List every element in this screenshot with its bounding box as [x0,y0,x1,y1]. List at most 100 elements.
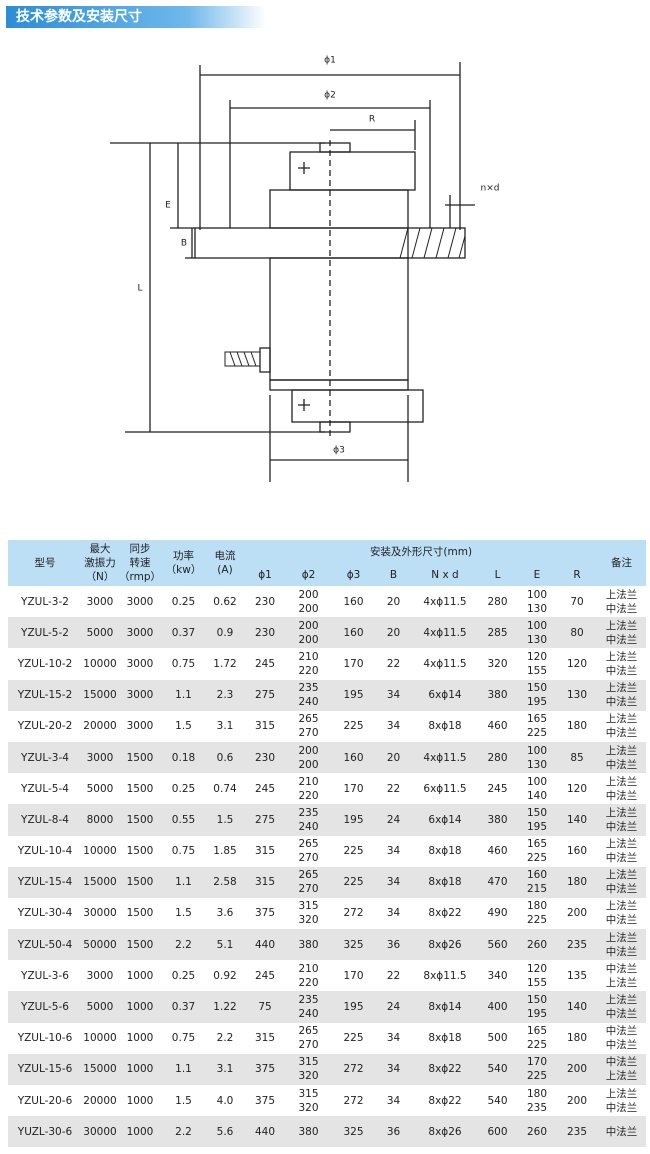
table-cell: 0.6 [205,741,245,774]
table-cell: 225 [343,845,364,858]
table-cell: 140 [557,804,598,836]
cell-line: 170 [526,1056,548,1069]
table-cell: 上法兰 中法兰 [597,711,646,742]
table-cell: 380 [478,804,517,836]
table-cell: 8xϕ22 [412,1053,478,1085]
table-cell: 5000 [82,991,118,1023]
cell-line: 中法兰 [605,758,638,771]
table-cell: 上法兰 中法兰 [597,898,646,929]
cell-line: 200 [298,602,319,615]
cell-line: 160 [526,869,548,882]
column-header: ϕ2 [285,563,332,586]
table-cell: 325 [332,1116,375,1148]
table-cell: 5.1 [205,929,245,961]
table-cell: 245 [254,657,276,670]
table-cell: 272 [332,1053,375,1085]
dim-label: R [369,115,375,125]
table-cell: YZUL-3-2 [21,595,69,608]
cell-line: 电流 [214,550,236,562]
table-cell: 200 200 [285,617,332,649]
table-cell: 285 [478,617,517,649]
table-cell: 150 195 [517,679,557,711]
table-cell: 340 [487,969,508,982]
table-cell: 1.5 [205,804,245,836]
table-cell: 325 [332,929,375,961]
table-row: YZUL-5-6 5000 1000 0.37 1.22 75 235 240 195 24 8xϕ… [8,991,647,1023]
table-cell: 上法兰 中法兰 [597,679,647,711]
cell-line: 240 [298,1008,319,1021]
table-cell: YZUL-3-6 [21,969,69,982]
table-cell: 24 [375,991,412,1023]
table-cell: 380 [478,679,517,711]
table-cell: 120 [566,782,588,795]
table-cell: 20 [386,595,401,608]
table-row: YZUL-50-4 50000 1500 2.2 5.1 440 380 325 36 8xϕ26… [8,929,647,961]
table-cell: 3.1 [216,720,234,733]
table-cell: 2.3 [205,679,245,711]
table-cell: 4xϕ11.5 [423,657,467,670]
table-cell: 0.62 [213,595,237,608]
table-cell: 275 [245,804,285,836]
table-cell: 120 155 [517,648,557,679]
table-cell: 上法兰 中法兰 [597,836,646,867]
cell-line: 200 [298,619,319,632]
table-cell: 200 [557,1053,598,1085]
table-cell: 3000 [82,741,118,774]
table-cell: 20000 [83,1094,117,1107]
table-cell: 0.75 [171,845,196,858]
cell-line: 100 [526,775,548,788]
cell-line: 上法兰 [605,1087,638,1100]
table-cell: 5000 [86,782,114,795]
table-cell: 1500 [126,907,154,920]
cell-line: 中法兰 [605,727,638,740]
column-header: N x d [412,563,478,586]
table-cell: YZUL-15-2 [8,679,82,711]
dim-label: E [165,201,171,211]
table-cell: 225 [332,866,375,898]
table-cell: 200 [566,907,588,920]
cell-line: 200 [298,744,319,757]
table-cell: 460 [487,720,508,733]
cell-line: 100 [526,619,548,632]
table-row: YZUL-5-2 5000 3000 0.37 0.9 230 200 200 160 20 4xϕ… [8,617,647,649]
cell-line: 220 [298,789,319,802]
cell-line: 中法兰 [605,1025,638,1038]
table-cell: 3.1 [205,1053,245,1085]
table-cell: 上法兰 中法兰 [597,804,647,836]
table-row: YZUL-20-6 20000 1000 1.5 4.0 375 315 320 272 34 8x… [8,1085,646,1116]
table-cell: 180 [566,720,588,733]
table-cell: 4xϕ11.5 [412,617,478,649]
cell-line: 140 [526,789,548,802]
table-cell: 1.5 [175,1094,192,1107]
table-cell: 0.37 [162,617,205,649]
cell-line: 180 [526,900,548,913]
table-cell: 440 [245,1116,285,1148]
table-cell: 170 [343,969,364,982]
table-cell: YZUL-15-4 [8,866,82,898]
table-cell: YZUL-20-6 [17,1094,73,1107]
table-cell: 315 [245,866,285,898]
column-header: 电流 (A) [205,540,245,586]
cell-line: 165 [526,713,548,726]
table-cell: 230 [254,595,276,608]
table-cell: 1.1 [162,866,205,898]
table-cell: 1000 [126,1032,154,1045]
group-header: 安装及外形尺寸(mm) [245,540,598,563]
table-cell: 440 [245,929,285,961]
table-cell: 245 [254,782,276,795]
table-cell: 3000 [86,595,114,608]
table-cell: 8xϕ26 [412,929,478,961]
table-row: YZUL-10-4 10000 1500 0.75 1.85 315 265 270 225 34… [8,836,646,867]
table-cell: 1500 [118,866,162,898]
table-cell: 20 [375,741,412,774]
cell-line: 225 [526,852,548,865]
table-cell: 10000 [83,845,117,858]
table-cell: 280 [478,741,517,774]
table-cell: 8000 [82,804,118,836]
dim-label: L [137,284,142,294]
column-header: E [517,563,557,586]
table-cell: 165 225 [517,836,557,867]
column-header: L [478,563,517,586]
table-cell: 1.1 [162,1053,205,1085]
